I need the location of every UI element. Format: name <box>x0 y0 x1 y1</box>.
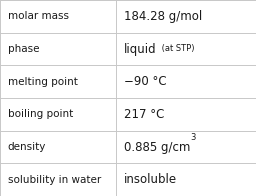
Text: 3: 3 <box>190 133 196 142</box>
Text: molar mass: molar mass <box>8 11 69 21</box>
Text: boiling point: boiling point <box>8 109 73 119</box>
Text: solubility in water: solubility in water <box>8 175 101 185</box>
Text: liquid: liquid <box>124 43 157 55</box>
Text: insoluble: insoluble <box>124 173 177 186</box>
Text: 0.885 g/cm: 0.885 g/cm <box>124 141 190 153</box>
Text: 184.28 g/mol: 184.28 g/mol <box>124 10 202 23</box>
Text: density: density <box>8 142 46 152</box>
Text: (at STP): (at STP) <box>159 44 194 54</box>
Text: phase: phase <box>8 44 39 54</box>
Text: melting point: melting point <box>8 77 78 87</box>
Text: 217 °C: 217 °C <box>124 108 165 121</box>
Text: −90 °C: −90 °C <box>124 75 167 88</box>
